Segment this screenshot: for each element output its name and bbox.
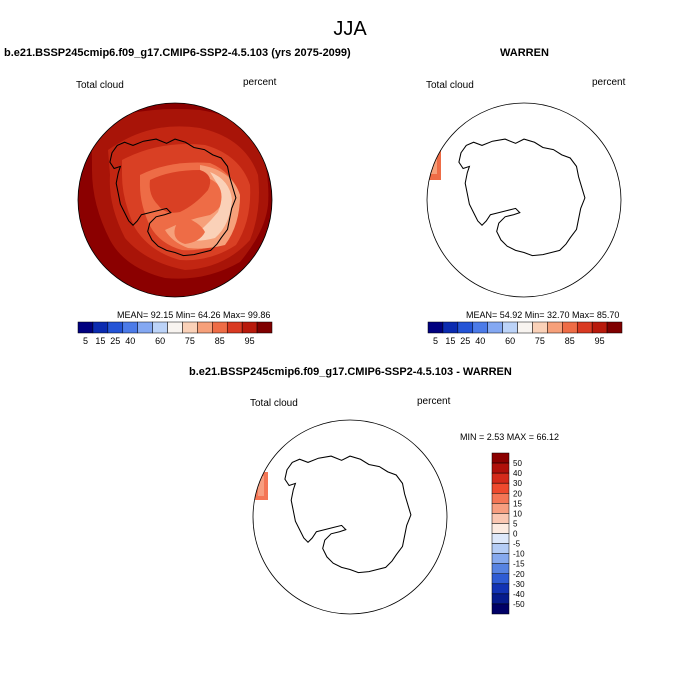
panel3-colorbar-tick-label: -50 [513,600,525,609]
panel1-map [78,103,272,297]
panel3-colorbar-swatch [491,553,510,564]
panel2-variable-label: Total cloud [426,80,474,91]
panel2-title: WARREN [500,47,549,59]
panel3-colorbar-tick-label: -20 [513,570,525,579]
panel3-colorbar-tick-label: 0 [513,530,518,539]
panel2-colorbar-swatch [517,321,533,334]
panel3-coastline [284,455,412,574]
panel2-map [427,150,441,180]
panel1-colorbar-swatch [122,321,138,334]
panel3-colorbar-tick-label: 5 [513,519,518,528]
panel3-colorbar-tick-label: 15 [513,499,522,508]
panel3-colorbar-tick-label: 50 [513,459,522,468]
panel3-variable-label: Total cloud [250,398,298,409]
panel1-units-label: percent [243,77,277,88]
panel3-colorbar-swatch [491,493,510,504]
panel3-colorbar-swatch [491,583,510,595]
panel1-colorbar-swatch [137,321,153,334]
panel3-colorbar-swatch [491,543,510,554]
panel3-colorbar-tick-label: -30 [513,580,525,589]
panel3-colorbar-swatch [491,452,510,464]
panel2-colorbar-swatch [472,321,488,334]
panel1-colorbar-swatch [92,321,109,334]
panel2-colorbar-tick-label: 85 [565,336,575,346]
panel1-colorbar-swatch [256,321,273,334]
panel3-colorbar-swatch [491,533,510,544]
panel3-colorbar-tick-label: 20 [513,489,522,498]
panel3-colorbar-swatch [491,513,510,524]
panel2-colorbar-tick-label: 60 [505,336,515,346]
panel2-colorbar-swatch [487,321,503,334]
panel2-colorbar-tick-label: 25 [460,336,470,346]
panel1-colorbar: 5 15 25 40 60 75 85 95 [77,321,273,346]
panel2-colorbar-swatch [502,321,518,334]
panel2-units-label: percent [592,77,626,88]
panel2-coastline [458,138,586,257]
panel1-colorbar-swatch [152,321,168,334]
panel1-stats: MEAN= 92.15 Min= 64.26 Max= 99.86 [117,310,271,320]
panel2-colorbar-swatch [442,321,459,334]
panel3-map-border [252,419,448,615]
panel1-colorbar-tick-label: 95 [245,336,255,346]
panel3-colorbar-swatch [491,593,510,605]
panel3-colorbar-swatch [491,503,510,514]
panel1-colorbar-swatch [182,321,198,334]
panel3-colorbar-swatch [491,563,510,574]
panel3-colorbar-swatch [491,603,510,615]
panel3-colorbar-tick-label: -40 [513,590,525,599]
panel2-colorbar-swatch [427,321,444,334]
panel1-title: b.e21.BSSP245cmip6.f09_g17.CMIP6-SSP2-4.… [4,47,351,59]
panel2-map-border [426,102,622,298]
panel2-colorbar-swatch [606,321,623,334]
panel2-colorbar-tick-label: 75 [535,336,545,346]
panel2-colorbar-swatch [547,321,563,334]
panel2-colorbar-tick-label: 15 [445,336,455,346]
panel3-units-label: percent [417,396,451,407]
panel1-colorbar-swatch [77,321,94,334]
panel2-colorbar-tick-label: 40 [475,336,485,346]
panel1-colorbar-tick-label: 5 [83,336,88,346]
panel2-colorbar-swatch [562,321,578,334]
panel1-colorbar-swatch [241,321,258,334]
panel3-colorbar-tick-label: -15 [513,560,525,569]
panel3-stats: MIN = 2.53 MAX = 66.12 [460,432,560,442]
panel1-colorbar-swatch [226,321,243,334]
panel2-colorbar-swatch [591,321,608,334]
panel1-colorbar-swatch [212,321,228,334]
panel3-colorbar-swatch [491,523,510,534]
panel3-map [254,472,268,500]
panel1-colorbar-swatch [197,321,213,334]
panel3-colorbar-tick-label: 10 [513,509,522,518]
panel1-map-border [77,102,273,298]
panel1-colorbar-tick-label: 75 [185,336,195,346]
panel2-colorbar-swatch [576,321,593,334]
panel3-colorbar-swatch [491,462,510,474]
panel1-colorbar-swatch [167,321,183,334]
panel1-colorbar-tick-label: 25 [110,336,120,346]
panel3-colorbar-tick-label: -5 [513,540,521,549]
panel2-colorbar-swatch [532,321,548,334]
panel2-colorbar: 5 15 25 40 60 75 85 95 [427,321,623,346]
panel3-colorbar-swatch [491,482,510,494]
panel1-colorbar-tick-label: 85 [215,336,225,346]
panel1-colorbar-tick-label: 40 [125,336,135,346]
panel2-colorbar-swatch [457,321,474,334]
panel1-colorbar-swatch [107,321,124,334]
panel3-title: b.e21.BSSP245cmip6.f09_g17.CMIP6-SSP2-4.… [189,366,512,378]
panel3-colorbar-swatch [491,472,510,484]
panel3-colorbar-tick-label: 30 [513,479,522,488]
panel2-colorbar-tick-label: 5 [433,336,438,346]
panel1-variable-label: Total cloud [76,80,124,91]
panel1-colorbar-tick-label: 60 [155,336,165,346]
panel2-stats: MEAN= 54.92 Min= 32.70 Max= 85.70 [466,310,620,320]
panel3-colorbar-swatch [491,573,510,585]
panel2-colorbar-tick-label: 95 [595,336,605,346]
panel3-colorbar-tick-label: -10 [513,550,525,559]
super-title: JJA [333,18,367,40]
panel3-colorbar-tick-label: 40 [513,469,522,478]
panel1-colorbar-tick-label: 15 [95,336,105,346]
